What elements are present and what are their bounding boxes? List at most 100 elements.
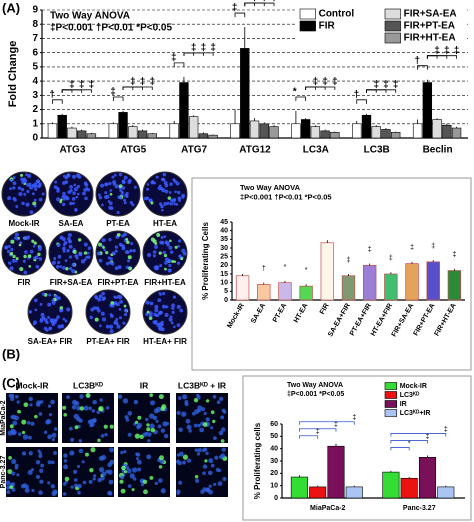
cell-nucleus <box>203 411 207 416</box>
cell-nucleus <box>50 399 55 405</box>
cell-nucleus <box>149 301 154 306</box>
bar <box>86 133 97 139</box>
panel-label: (B) <box>2 346 20 361</box>
sig-marker: ‡ <box>444 45 450 56</box>
cell-nucleus <box>99 398 103 402</box>
cell-nucleus <box>105 324 110 329</box>
sig-bracket <box>305 86 336 90</box>
cell-nucleus <box>19 266 24 272</box>
cell-nucleus <box>133 185 137 189</box>
micrograph-label: HT-EA <box>153 219 177 228</box>
cell-nucleus <box>164 189 169 194</box>
cell-nucleus <box>33 241 37 245</box>
bar <box>299 285 313 301</box>
cell-nucleus <box>90 307 95 312</box>
cell-nucleus <box>14 415 19 421</box>
cell-nucleus <box>37 252 41 257</box>
cell-nucleus <box>68 244 73 249</box>
cell-nucleus <box>101 238 106 243</box>
cell-nucleus <box>171 303 175 308</box>
x-tick-label: ATG7 <box>181 145 207 156</box>
cell-nucleus <box>22 434 29 440</box>
cell-nucleus <box>13 236 18 240</box>
bar <box>426 261 440 301</box>
cell-nucleus <box>154 304 159 310</box>
bar <box>320 130 330 139</box>
cell-nucleus <box>152 320 156 324</box>
sig-marker: ‡ <box>410 245 414 252</box>
sig-bracket <box>52 99 63 104</box>
cell-nucleus <box>173 202 176 206</box>
cell-nucleus <box>129 249 133 253</box>
cell-nucleus <box>109 424 114 429</box>
cell-nucleus <box>167 196 172 200</box>
cell-nucleus <box>202 471 206 476</box>
cell-nucleus <box>55 264 60 269</box>
sig-marker: ‡ <box>252 0 258 4</box>
bar <box>278 282 292 301</box>
cell-nucleus <box>28 182 32 186</box>
cell-nucleus <box>158 251 162 255</box>
cell-nucleus <box>134 420 139 424</box>
cell-nucleus <box>145 431 149 436</box>
cell-nucleus <box>100 433 105 438</box>
cell-nucleus <box>218 430 224 436</box>
cell-nucleus <box>20 484 26 489</box>
cell-nucleus <box>159 264 163 268</box>
cell-nucleus <box>6 249 11 254</box>
sig-bracket <box>295 96 307 101</box>
sig-marker: † <box>49 89 55 100</box>
micrograph-label: SA-EA+ FIR <box>28 337 73 346</box>
cell-nucleus <box>170 198 174 203</box>
cell-nucleus <box>10 247 14 251</box>
cell-nucleus <box>103 424 108 429</box>
cell-nucleus <box>176 323 181 328</box>
cell-nucleus <box>76 416 81 422</box>
sig-bracket <box>298 435 319 439</box>
cell-nucleus <box>23 270 28 275</box>
cell-nucleus <box>197 405 203 411</box>
cell-nucleus <box>109 324 114 329</box>
sig-marker: † <box>262 266 266 273</box>
x-tick-label: LC3A <box>303 145 329 156</box>
cell-nucleus <box>92 399 97 405</box>
sig-marker: ‡ <box>149 77 155 88</box>
cell-nucleus <box>221 408 226 413</box>
cell-nucleus <box>177 239 182 243</box>
cell-nucleus <box>125 418 130 422</box>
legend-label: FIR+HT-EA <box>404 33 456 44</box>
cell-nucleus <box>101 291 105 296</box>
cell-nucleus <box>125 237 129 241</box>
cell-nucleus <box>79 394 84 399</box>
bar <box>384 273 398 301</box>
cell-nucleus <box>21 419 27 425</box>
cell-nucleus <box>84 452 89 457</box>
panel-frame <box>191 177 472 371</box>
cell-nucleus <box>152 254 156 258</box>
cell-nucleus <box>203 447 208 452</box>
cell-nucleus <box>47 302 52 307</box>
legend-swatch <box>384 8 401 20</box>
cell-nucleus <box>114 249 118 253</box>
cell-nucleus <box>164 257 170 262</box>
cell-nucleus <box>78 252 83 257</box>
annotation-title: Two Way ANOVA <box>50 11 130 22</box>
cell-nucleus <box>25 173 29 177</box>
cell-nucleus <box>221 447 227 452</box>
cell-nucleus <box>9 178 13 182</box>
cell-nucleus <box>56 197 61 202</box>
cell-nucleus <box>161 177 166 182</box>
cell-nucleus <box>105 251 109 255</box>
cell-nucleus <box>51 260 57 265</box>
cell-nucleus <box>59 235 64 240</box>
cell-nucleus <box>123 198 126 202</box>
sig-marker: * <box>305 267 308 274</box>
legend-swatch <box>384 409 397 417</box>
cell-nucleus <box>160 327 165 331</box>
bar <box>309 486 327 499</box>
y-tick-label: 9 <box>32 5 38 16</box>
cell-nucleus <box>165 305 169 309</box>
micrograph-label: Mock-IR <box>8 219 39 228</box>
cell-nucleus <box>21 201 25 206</box>
cell-nucleus <box>24 250 28 254</box>
